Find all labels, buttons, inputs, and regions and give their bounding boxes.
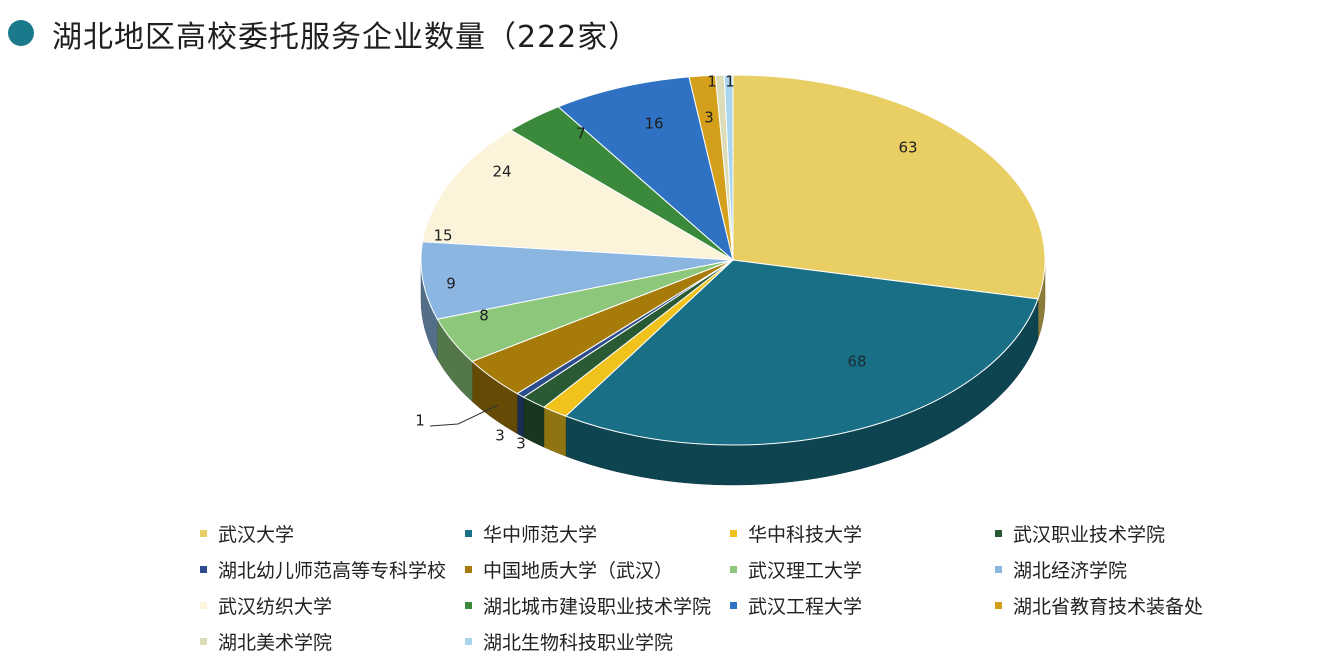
data-label-7: 15: [433, 227, 452, 245]
legend-swatch-10: [730, 601, 737, 609]
legend-swatch-7: [995, 565, 1002, 573]
legend-item-12: 湖北美术学院: [200, 626, 465, 656]
legend-item-4: 湖北幼儿师范高等专科学校: [200, 554, 465, 584]
legend-item-9: 湖北城市建设职业技术学院: [465, 590, 730, 620]
slice-7: [420, 241, 734, 320]
legend-swatch-4: [200, 565, 207, 573]
slice-10: [557, 76, 734, 262]
legend-label-13: 湖北生物科技职业学院: [483, 631, 674, 654]
data-label-8: 24: [492, 163, 511, 181]
legend-item-11: 湖北省教育技术装备处: [995, 590, 1295, 620]
legend-label-2: 华中科技大学: [748, 523, 863, 546]
data-label-12: 1: [707, 73, 717, 91]
legend-label-1: 华中师范大学: [483, 523, 598, 546]
legend-item-13: 湖北生物科技职业学院: [465, 626, 730, 656]
legend-label-8: 武汉纺织大学: [218, 595, 333, 618]
legend-label-3: 武汉职业技术学院: [1013, 523, 1166, 546]
pie-side-walls: [420, 259, 1046, 486]
legend-label-11: 湖北省教育技术装备处: [1013, 595, 1204, 618]
slice-0: [732, 74, 1046, 300]
data-label-3: 3: [495, 427, 505, 445]
legend-swatch-6: [730, 565, 737, 573]
data-label-13: 1: [725, 73, 735, 91]
legend-swatch-13: [465, 637, 472, 645]
data-label-6: 9: [446, 275, 456, 293]
data-label-10: 16: [644, 115, 663, 133]
legend-item-7: 湖北经济学院: [995, 554, 1295, 584]
legend-swatch-0: [200, 529, 207, 537]
legend-label-9: 湖北城市建设职业技术学院: [483, 595, 712, 618]
chart-title: 湖北地区高校委托服务企业数量（222家）: [52, 20, 640, 55]
legend-swatch-5: [465, 565, 472, 573]
legend-label-12: 湖北美术学院: [218, 631, 333, 654]
data-label-11: 3: [704, 109, 714, 127]
legend-swatch-11: [995, 601, 1002, 609]
data-label-1: 68: [847, 353, 866, 371]
slice-4-side: [516, 393, 524, 438]
legend-item-3: 武汉职业技术学院: [995, 518, 1295, 548]
legend-swatch-3: [995, 529, 1002, 537]
legend-swatch-1: [465, 529, 472, 537]
legend-item-0: 武汉大学: [200, 518, 465, 548]
legend-label-4: 湖北幼儿师范高等专科学校: [218, 559, 447, 582]
chart-legend: 武汉大学 华中师范大学 华中科技大学 武汉职业技术学院湖北幼儿师范高等专科学校 中国地质…: [200, 518, 1310, 656]
data-label-9: 7: [576, 125, 586, 143]
legend-label-5: 中国地质大学（武汉）: [483, 559, 674, 582]
legend-label-0: 武汉大学: [218, 523, 295, 546]
legend-item-8: 武汉纺织大学: [200, 590, 465, 620]
legend-swatch-8: [200, 601, 207, 609]
legend-item-5: 中国地质大学（武汉）: [465, 554, 730, 584]
pie-top-faces: [420, 74, 1046, 446]
slice-8: [421, 129, 734, 261]
legend-swatch-9: [465, 601, 472, 609]
leader-line: [429, 404, 499, 427]
legend-swatch-2: [730, 529, 737, 537]
legend-label-6: 武汉理工大学: [748, 559, 863, 582]
data-label-2: 3: [516, 435, 526, 453]
legend-swatch-12: [200, 637, 207, 645]
legend-item-10: 武汉工程大学: [730, 590, 995, 620]
slice-13: [723, 74, 734, 261]
data-label-5: 8: [479, 307, 489, 325]
title-dot: [8, 20, 34, 46]
data-label-4: 1: [415, 412, 425, 430]
legend-label-7: 湖北经济学院: [1013, 559, 1128, 582]
legend-item-6: 武汉理工大学: [730, 554, 995, 584]
legend-item-1: 华中师范大学: [465, 518, 730, 548]
data-label-0: 63: [898, 139, 917, 157]
legend-label-10: 武汉工程大学: [748, 595, 863, 618]
legend-item-2: 华中科技大学: [730, 518, 995, 548]
